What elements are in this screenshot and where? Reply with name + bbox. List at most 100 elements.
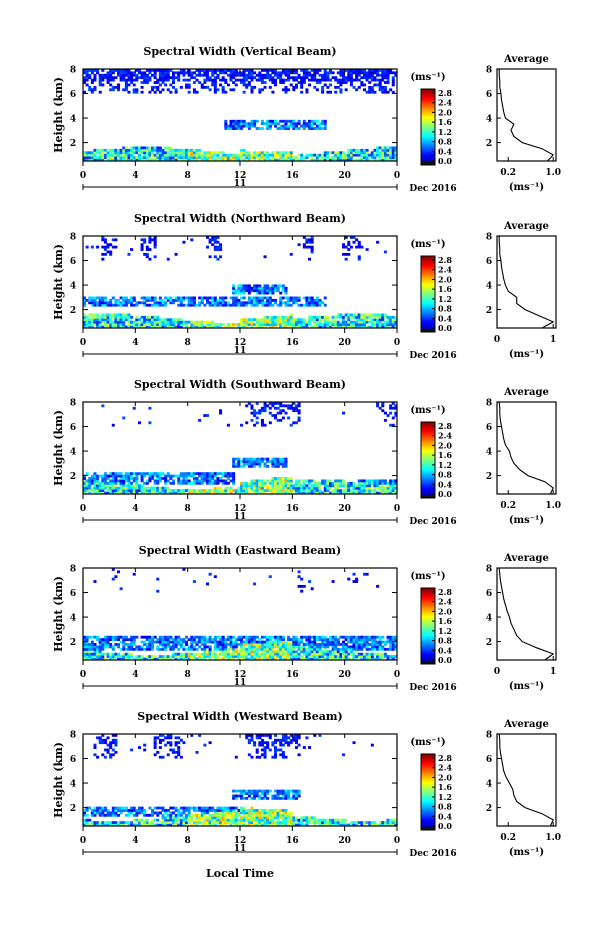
colorbar-swatch	[421, 610, 435, 613]
heatmap-cell	[391, 486, 395, 490]
heatmap-cell	[127, 313, 131, 317]
heatmap-cell	[208, 151, 212, 155]
heatmap-cell	[122, 635, 126, 639]
heatmap-cell	[391, 158, 395, 162]
heatmap-cell	[260, 73, 264, 77]
heatmap-cell	[190, 296, 194, 300]
heatmap-cell	[339, 657, 343, 661]
heatmap-cell	[253, 119, 257, 123]
heatmap-cell	[93, 645, 97, 649]
heatmap-cell	[200, 635, 204, 639]
heatmap-cell	[263, 73, 267, 77]
heatmap-cell	[103, 809, 107, 812]
heatmap-cell	[250, 484, 254, 488]
heatmap-cell	[326, 158, 330, 162]
heatmap-cell	[360, 71, 364, 75]
heatmap-cell	[268, 320, 272, 324]
heatmap-cell	[109, 753, 113, 757]
heatmap-cell	[85, 657, 89, 661]
colorbar-swatch	[421, 142, 435, 144]
colorbar-swatch	[421, 480, 435, 482]
heatmap-cell	[268, 289, 272, 293]
heatmap-cell	[158, 474, 162, 478]
heatmap-cell	[300, 320, 304, 324]
heatmap-cell	[83, 158, 87, 162]
heatmap-cell	[135, 301, 139, 305]
heatmap-cell	[203, 151, 207, 155]
heatmap-cell	[90, 315, 94, 319]
heatmap-cell	[153, 153, 157, 157]
heatmap-cell	[158, 472, 162, 476]
heatmap-cell	[203, 491, 207, 495]
heatmap-cell	[140, 73, 144, 77]
heatmap-cell	[250, 643, 254, 646]
colorbar-swatch	[421, 100, 435, 103]
heatmap-cell	[357, 652, 361, 656]
heatmap-cell	[347, 248, 351, 251]
heatmap-cell	[373, 479, 377, 483]
heatmap-cell	[148, 296, 152, 300]
heatmap-cell	[315, 645, 319, 649]
colorbar-swatch	[421, 442, 435, 444]
heatmap-cell	[135, 88, 139, 92]
heatmap-cell	[318, 298, 322, 302]
heatmap-cell	[260, 320, 264, 324]
heatmap-cell	[266, 318, 270, 322]
colorbar-swatch	[421, 311, 435, 314]
colorbar-swatch	[421, 319, 435, 321]
heatmap-cell	[263, 640, 267, 644]
heatmap-cell	[255, 462, 259, 466]
colorbar-swatch	[421, 119, 435, 122]
heatmap-cell	[132, 303, 136, 307]
heatmap-cell	[349, 69, 353, 72]
heatmap-cell	[383, 250, 387, 254]
heatmap-cell	[127, 318, 131, 322]
heatmap-cell	[276, 479, 280, 483]
heatmap-cell	[313, 635, 317, 639]
heatmap-cell	[182, 489, 186, 492]
heatmap-cell	[130, 484, 134, 488]
heatmap-cell	[103, 313, 107, 317]
heatmap-cell	[274, 479, 278, 483]
heatmap-cell	[145, 315, 149, 319]
heatmap-cell	[292, 119, 296, 123]
heatmap-cell	[237, 643, 241, 646]
heatmap-cell	[93, 823, 97, 827]
heatmap-cell	[389, 153, 393, 157]
heatmap-cell	[258, 289, 262, 293]
heatmap-cell	[271, 325, 275, 329]
heatmap-cell	[216, 481, 220, 485]
heatmap-cell	[300, 69, 304, 72]
heatmap-cell	[271, 78, 275, 82]
heatmap-cell	[391, 657, 395, 661]
heatmap-cell	[187, 158, 191, 162]
heatmap-cell	[143, 298, 147, 302]
chart-title: Spectral Width (Westward Beam)	[137, 710, 342, 723]
heatmap-cell	[132, 406, 136, 410]
heatmap-cell	[216, 479, 220, 483]
heatmap-cell	[334, 320, 338, 324]
heatmap-cell	[145, 325, 149, 329]
heatmap-cell	[171, 156, 175, 159]
colorbar-tick-label: 2.4	[438, 597, 452, 607]
heatmap-cell	[321, 76, 325, 80]
heatmap-cell	[192, 657, 196, 661]
colorbar-swatch	[421, 134, 435, 137]
heatmap-cell	[326, 638, 330, 642]
colorbar-swatch	[421, 490, 435, 493]
heatmap-cell	[158, 821, 162, 824]
heatmap-cell	[276, 477, 280, 480]
heatmap-cell	[187, 645, 191, 649]
heatmap-cell	[305, 320, 309, 324]
heatmap-cell	[130, 315, 134, 319]
heatmap-cell	[342, 652, 346, 656]
heatmap-cell	[137, 657, 141, 661]
heatmap-cell	[391, 83, 395, 87]
heatmap-cell	[195, 158, 199, 162]
heatmap-cell	[305, 640, 309, 644]
heatmap-cell	[211, 296, 215, 300]
heatmap-cell	[373, 645, 377, 649]
heatmap-cell	[192, 148, 196, 152]
heatmap-cell	[156, 148, 160, 152]
